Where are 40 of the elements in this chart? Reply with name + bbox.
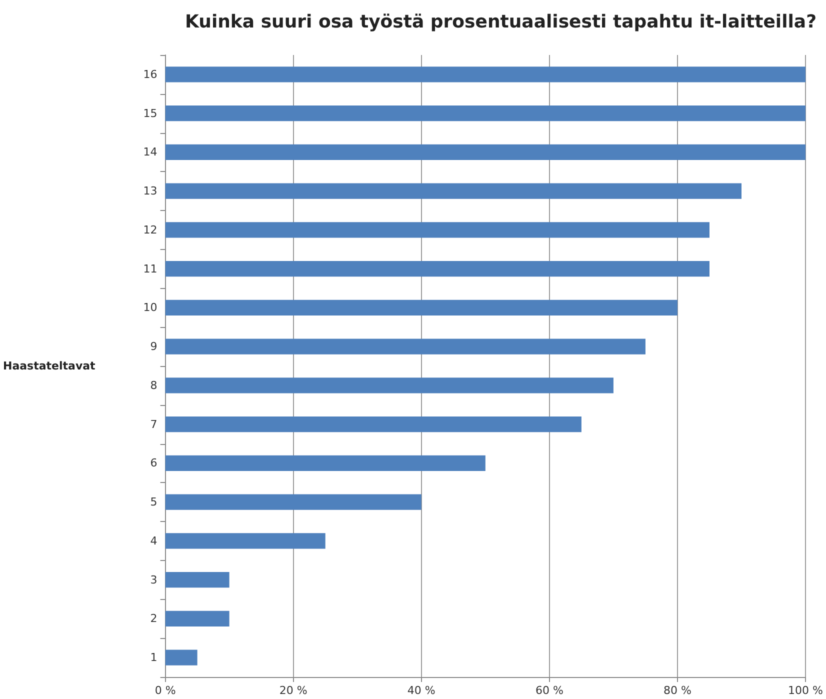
x-tick-label: 80 % [664, 684, 692, 697]
y-tick-label: 5 [150, 496, 158, 509]
bar [165, 494, 422, 510]
y-tick-label: 9 [150, 340, 158, 354]
y-tick-label: 14 [143, 146, 158, 159]
bar [165, 338, 646, 354]
y-tick-label: 8 [150, 378, 158, 392]
y-tick-label: 15 [143, 106, 158, 120]
y-tick-label: 7 [150, 418, 158, 431]
bar [165, 650, 198, 666]
x-tick-label: 60 % [535, 684, 564, 697]
chart-title: Kuinka suuri osa työstä prosentuaalisesti tapahtu it-laitteilla? [185, 12, 817, 32]
bar [165, 261, 710, 277]
bar [165, 300, 678, 316]
bar [165, 610, 230, 626]
bar [165, 66, 806, 82]
y-tick-label: 4 [150, 534, 158, 548]
bar [165, 144, 806, 160]
bar [165, 106, 806, 122]
y-tick-label: 10 [143, 301, 158, 314]
y-tick-label: 13 [143, 184, 158, 198]
x-tick-label: 0 % [154, 684, 176, 697]
x-tick-label: 20 % [279, 684, 308, 697]
y-tick-label: 11 [143, 262, 158, 276]
y-axis-title: Haastateltavat [2, 360, 96, 372]
bar [165, 455, 486, 471]
bar [165, 572, 230, 588]
y-tick-label: 12 [143, 223, 158, 236]
bar [165, 222, 710, 238]
y-tick-label: 3 [150, 573, 158, 586]
x-tick-label: 40 % [407, 684, 436, 697]
y-tick-label: 6 [150, 456, 158, 470]
x-tick-label: 100 % [788, 684, 824, 697]
bar [165, 416, 582, 432]
y-tick-label: 2 [150, 612, 158, 626]
bar [165, 183, 742, 199]
bar [165, 533, 326, 549]
y-tick-label: 16 [143, 68, 158, 81]
y-tick-label: 1 [150, 651, 158, 664]
bar [165, 378, 614, 394]
